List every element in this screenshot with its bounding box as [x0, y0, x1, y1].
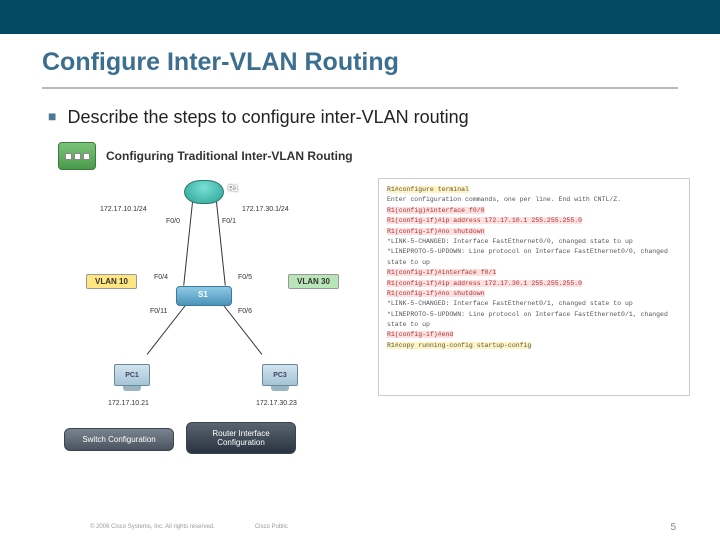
if-r-left: F0/0 — [166, 218, 180, 225]
router-label: R1 — [228, 184, 238, 193]
config-header-label: Configuring Traditional Inter-VLAN Routi… — [106, 149, 353, 163]
pc1-ip: 172.17.10.21 — [108, 400, 149, 407]
vlan30-badge: VLAN 30 — [288, 274, 339, 289]
pc3-label: PC3 — [262, 364, 298, 386]
subnet-right: 172.17.30.1/24 — [242, 206, 289, 213]
cli-line: R1#configure terminal — [387, 185, 681, 195]
cli-line: *LINEPROTO-5-UPDOWN: Line protocol on In… — [387, 310, 681, 331]
cli-line: R1(config-if)#no shutdown — [387, 289, 681, 299]
footer: © 2006 Cisco Systems, Inc. All rights re… — [0, 524, 720, 530]
if-s-tl: F0/4 — [154, 274, 168, 281]
cli-terminal: R1#configure terminal Enter configuratio… — [378, 178, 690, 396]
cli-line: R1(config-if)#ip address 172.17.10.1 255… — [387, 216, 681, 226]
cli-line: *LINEPROTO-5-UPDOWN: Line protocol on In… — [387, 247, 681, 268]
switch-config-button[interactable]: Switch Configuration — [64, 428, 174, 451]
cli-line: *LINK-5-CHANGED: Interface FastEthernet0… — [387, 299, 681, 309]
vlan10-badge: VLAN 10 — [86, 274, 137, 289]
switch-label: S1 — [198, 290, 208, 299]
bullet-label: Describe the steps to configure inter-VL… — [67, 107, 468, 127]
pc1-icon: PC1 — [110, 364, 154, 396]
bullet-text: ■ Describe the steps to configure inter-… — [0, 89, 720, 128]
router-config-button[interactable]: Router Interface Configuration — [186, 422, 296, 454]
content-area: Configuring Traditional Inter-VLAN Routi… — [0, 142, 720, 482]
cli-line: R1(config-if)#end — [387, 330, 681, 340]
pc3-ip: 172.17.30.23 — [256, 400, 297, 407]
topology-icon — [58, 142, 96, 170]
network-diagram: R1 172.17.10.1/24 172.17.30.1/24 F0/0 F0… — [58, 178, 358, 448]
pc1-label: PC1 — [114, 364, 150, 386]
slide-title: Configure Inter-VLAN Routing — [0, 34, 720, 81]
cli-line: *LINK-5-CHANGED: Interface FastEthernet0… — [387, 237, 681, 247]
pc3-icon: PC3 — [258, 364, 302, 396]
classification-text: Cisco Public — [255, 524, 288, 530]
cli-line: R1(config-if)#interface f0/1 — [387, 268, 681, 278]
cli-line: R1(config-if)#no shutdown — [387, 227, 681, 237]
if-s-bl: F0/11 — [150, 308, 167, 315]
if-r-right: F0/1 — [222, 218, 236, 225]
router-icon — [184, 180, 224, 204]
link-r-s-left — [183, 202, 193, 286]
cli-line: R1(config)#interface f0/0 — [387, 206, 681, 216]
if-s-br: F0/6 — [238, 308, 252, 315]
bullet-icon: ■ — [48, 108, 56, 124]
cli-line: R1#copy running-config startup-config — [387, 341, 681, 351]
page-number: 5 — [670, 522, 676, 533]
cli-line: Enter configuration commands, one per li… — [387, 195, 681, 205]
if-s-tr: F0/5 — [238, 274, 252, 281]
subnet-left: 172.17.10.1/24 — [100, 206, 147, 213]
link-r-s-right — [216, 202, 226, 286]
top-bar — [0, 0, 720, 34]
copyright-text: © 2006 Cisco Systems, Inc. All rights re… — [90, 524, 215, 530]
cli-line: R1(config-if)#ip address 172.17.30.1 255… — [387, 279, 681, 289]
config-header: Configuring Traditional Inter-VLAN Routi… — [58, 142, 353, 170]
